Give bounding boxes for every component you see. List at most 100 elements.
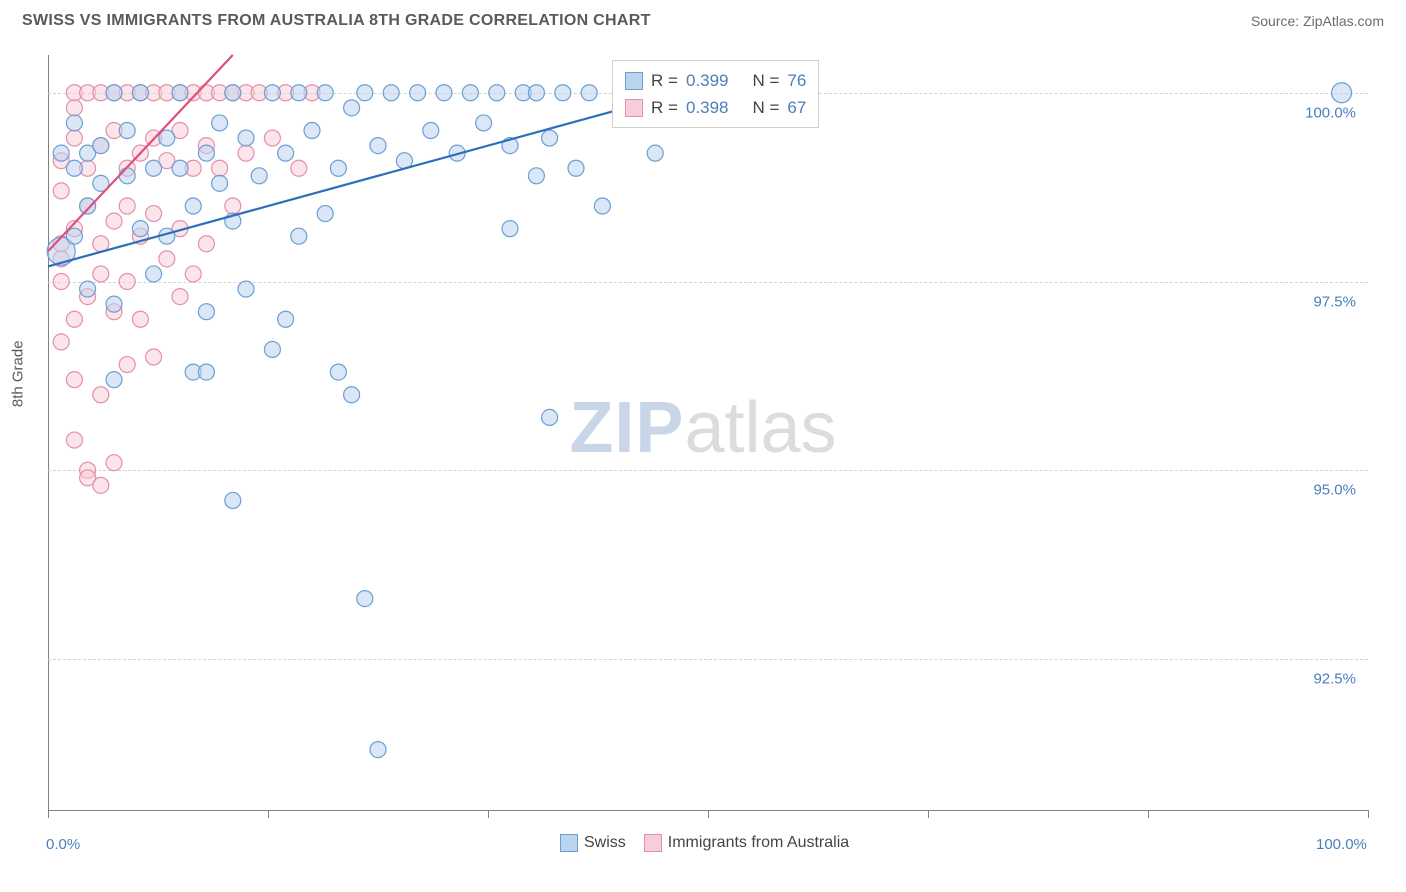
- scatter-point: [119, 274, 135, 290]
- legend: Swiss Immigrants from Australia: [560, 834, 849, 852]
- scatter-point: [330, 160, 346, 176]
- x-tick: [1368, 810, 1369, 818]
- scatter-point: [106, 296, 122, 312]
- scatter-point: [291, 228, 307, 244]
- stats-r-value: 0.398: [686, 94, 729, 121]
- x-tick: [268, 810, 269, 818]
- x-tick: [1148, 810, 1149, 818]
- scatter-point: [555, 85, 571, 101]
- scatter-point: [80, 198, 96, 214]
- scatter-point: [53, 334, 69, 350]
- scatter-point: [278, 311, 294, 327]
- scatter-point: [238, 281, 254, 297]
- scatter-point: [66, 160, 82, 176]
- stats-r-label: R =: [651, 67, 678, 94]
- scatter-point: [225, 198, 241, 214]
- scatter-point: [185, 266, 201, 282]
- stats-r-label: R =: [651, 94, 678, 121]
- scatter-point: [502, 221, 518, 237]
- scatter-point: [264, 341, 280, 357]
- stats-swatch-pink: [625, 99, 643, 117]
- chart-header: SWISS VS IMMIGRANTS FROM AUSTRALIA 8TH G…: [0, 0, 1406, 38]
- scatter-point: [93, 266, 109, 282]
- scatter-point: [225, 492, 241, 508]
- legend-item-immigrants: Immigrants from Australia: [644, 834, 849, 852]
- scatter-point: [264, 130, 280, 146]
- scatter-point: [146, 206, 162, 222]
- scatter-point: [198, 364, 214, 380]
- scatter-point: [344, 100, 360, 116]
- scatter-point: [251, 168, 267, 184]
- x-tick-label: 0.0%: [46, 836, 80, 853]
- scatter-point: [146, 266, 162, 282]
- scatter-point: [66, 100, 82, 116]
- scatter-point: [370, 742, 386, 758]
- scatter-point: [53, 145, 69, 161]
- scatter-point: [647, 145, 663, 161]
- scatter-point: [594, 198, 610, 214]
- legend-label-swiss: Swiss: [584, 834, 626, 852]
- scatter-point: [383, 85, 399, 101]
- scatter-point: [106, 372, 122, 388]
- legend-swatch-blue: [560, 834, 578, 852]
- scatter-point: [172, 289, 188, 305]
- scatter-point: [436, 85, 452, 101]
- scatter-point: [291, 85, 307, 101]
- scatter-plot: [48, 55, 1368, 810]
- scatter-point: [462, 85, 478, 101]
- scatter-point: [132, 221, 148, 237]
- scatter-point: [132, 85, 148, 101]
- scatter-point: [528, 168, 544, 184]
- scatter-point: [542, 130, 558, 146]
- scatter-point: [581, 85, 597, 101]
- scatter-point: [66, 130, 82, 146]
- scatter-point: [542, 409, 558, 425]
- trend-line: [48, 85, 708, 266]
- scatter-point: [357, 85, 373, 101]
- scatter-point: [106, 85, 122, 101]
- scatter-point: [212, 115, 228, 131]
- chart-source: Source: ZipAtlas.com: [1251, 13, 1384, 29]
- stats-n-value: 67: [787, 94, 806, 121]
- scatter-point: [344, 387, 360, 403]
- scatter-point: [410, 85, 426, 101]
- scatter-point: [330, 364, 346, 380]
- stats-swatch-blue: [625, 72, 643, 90]
- legend-item-swiss: Swiss: [560, 834, 626, 852]
- scatter-point: [317, 85, 333, 101]
- scatter-point: [225, 85, 241, 101]
- stats-row-pink: R = 0.398 N = 67: [625, 94, 806, 121]
- scatter-point: [66, 115, 82, 131]
- stats-row-blue: R = 0.399 N = 76: [625, 67, 806, 94]
- scatter-point: [568, 160, 584, 176]
- scatter-point: [119, 168, 135, 184]
- scatter-point: [370, 138, 386, 154]
- scatter-point: [119, 357, 135, 373]
- scatter-point: [119, 198, 135, 214]
- scatter-point: [146, 160, 162, 176]
- scatter-point: [278, 145, 294, 161]
- scatter-point: [1332, 83, 1352, 103]
- scatter-point: [172, 85, 188, 101]
- scatter-point: [291, 160, 307, 176]
- scatter-point: [53, 274, 69, 290]
- legend-swatch-pink: [644, 834, 662, 852]
- y-axis-label: 8th Grade: [10, 340, 27, 407]
- scatter-point: [317, 206, 333, 222]
- scatter-point: [106, 213, 122, 229]
- x-tick: [48, 810, 49, 818]
- scatter-point: [93, 477, 109, 493]
- scatter-point: [172, 160, 188, 176]
- scatter-point: [159, 251, 175, 267]
- scatter-point: [198, 304, 214, 320]
- scatter-point: [238, 145, 254, 161]
- stats-n-label: N =: [752, 94, 779, 121]
- scatter-point: [66, 311, 82, 327]
- scatter-point: [119, 123, 135, 139]
- scatter-point: [93, 387, 109, 403]
- scatter-point: [357, 591, 373, 607]
- scatter-point: [528, 85, 544, 101]
- scatter-point: [198, 236, 214, 252]
- scatter-point: [198, 145, 214, 161]
- scatter-point: [212, 175, 228, 191]
